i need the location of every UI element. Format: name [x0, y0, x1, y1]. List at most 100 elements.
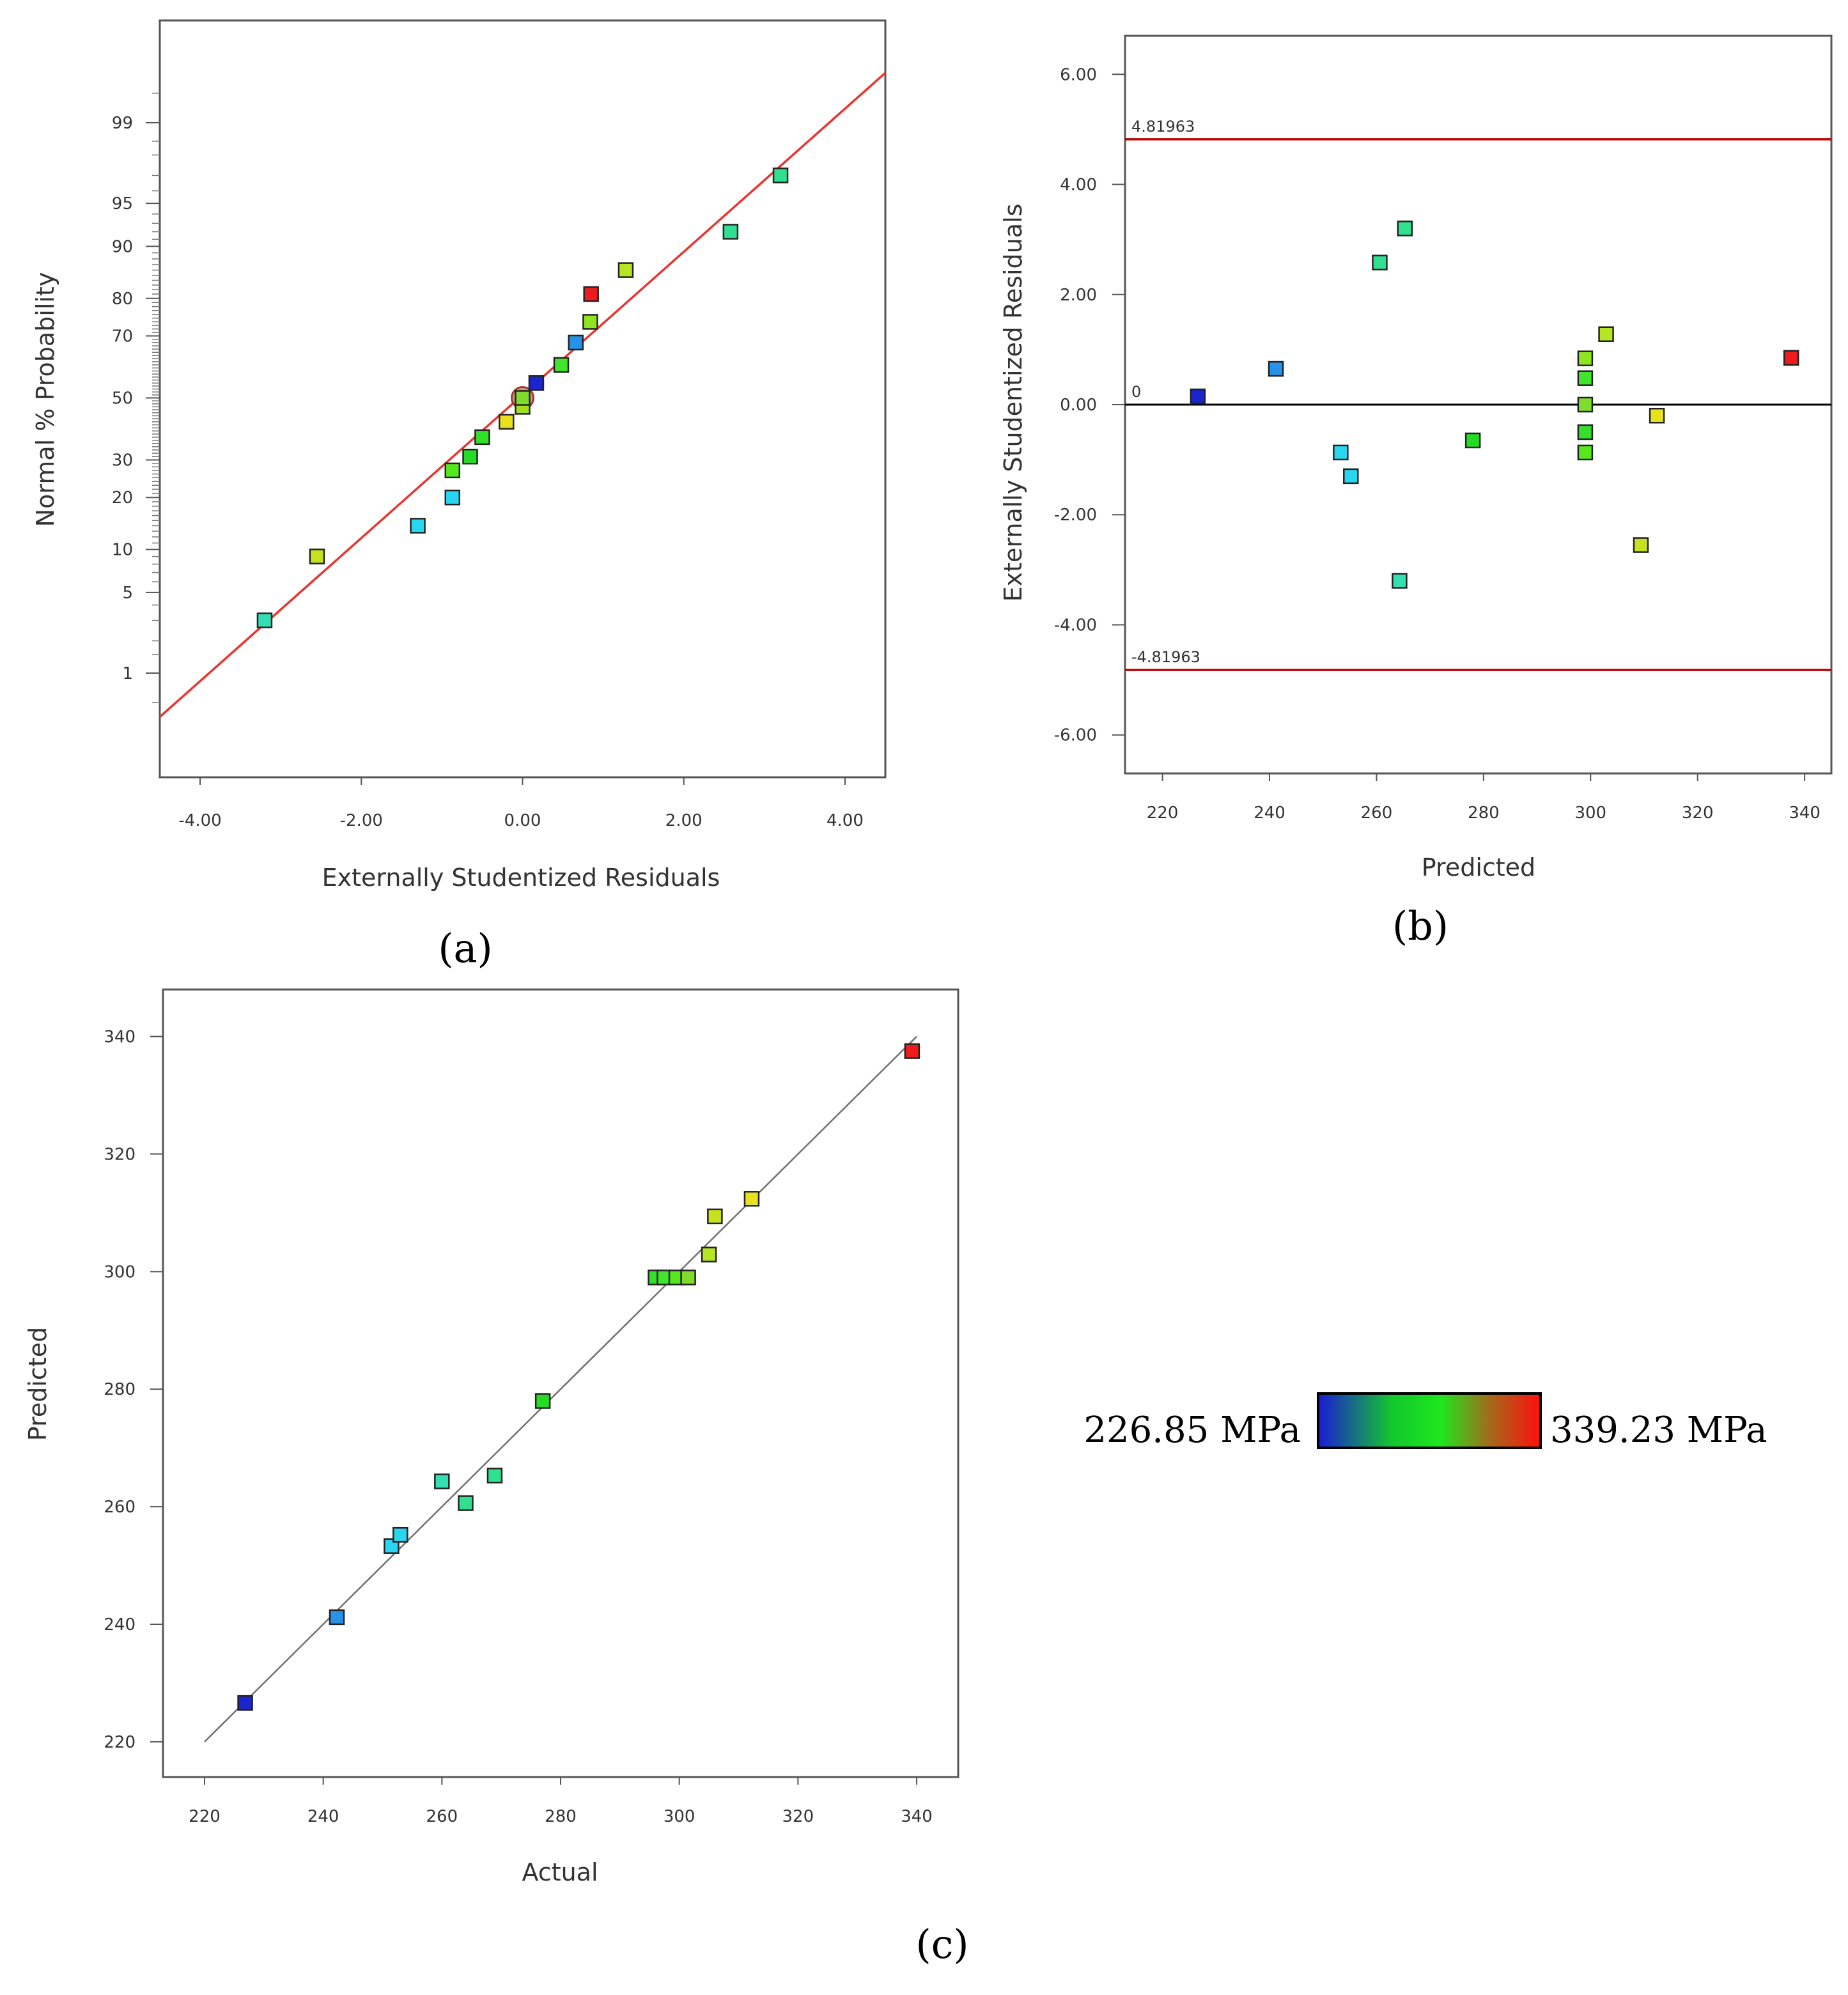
- panel-a-y-tick-label: 70: [112, 327, 133, 346]
- panel-a-x-tick-label: 2.00: [665, 811, 703, 830]
- panel-a-x-label: Externally Studentized Residuals: [322, 864, 720, 892]
- panel-a-y-tick-label: 20: [112, 488, 133, 508]
- panel-b-point: [1333, 444, 1349, 461]
- panel-b-residuals-vs-predicted: 220 240 260 280 300 320 340 -6.00 -4.00 -2.00 0.00…: [999, 35, 1833, 949]
- panel-c-point: [237, 1695, 253, 1711]
- panel-b-label: (b): [1392, 903, 1448, 949]
- panel-c-x-tick-label: 280: [545, 1807, 577, 1826]
- panel-a-y-tick-label: 99: [112, 114, 133, 133]
- panel-c-y-tick-label: 240: [104, 1615, 136, 1634]
- panel-a-normal-plot: -4.00 -2.00 0.00 2.00 4.00 1 5 10 20 30 50 70 80 90 95…: [31, 19, 887, 972]
- panel-c-y-tick-label: 340: [104, 1028, 136, 1047]
- panel-a-ticks: -4.00 -2.00 0.00 2.00 4.00 1 5 10 20 30 50 70 80 90 95…: [112, 114, 864, 830]
- panel-b-x-tick-label: 300: [1574, 803, 1606, 823]
- panel-b-point: [1464, 432, 1481, 449]
- panel-a-point: [410, 518, 426, 534]
- colorbar-max-label: 339.23 MPa: [1550, 1409, 1767, 1451]
- panel-b-point: [1190, 388, 1206, 405]
- panel-b-y-tick-label: 4.00: [1060, 176, 1097, 195]
- panel-c-x-tick-label: 240: [307, 1807, 339, 1826]
- panel-b-point: [1577, 350, 1594, 366]
- panel-b-y-tick-label: 6.00: [1060, 65, 1097, 84]
- panel-b-x-label: Predicted: [1422, 853, 1535, 881]
- panel-c-x-tick-label: 300: [664, 1807, 695, 1826]
- panel-b-point: [1577, 444, 1594, 461]
- panel-c-identity-line: [204, 1036, 917, 1743]
- panel-b-y-tick-label: -6.00: [1054, 726, 1097, 745]
- panel-b-point: [1268, 361, 1284, 377]
- panel-c-frame: [162, 988, 959, 1778]
- panel-a-label: (a): [438, 925, 492, 972]
- panel-b-point: [1783, 350, 1799, 366]
- panel-c-y-tick-label: 320: [104, 1145, 136, 1164]
- panel-a-y-tick-label: 95: [112, 194, 133, 213]
- panel-c-point: [534, 1393, 551, 1409]
- panel-a-x-tick-label: 4.00: [827, 811, 864, 830]
- panel-c-y-label: Predicted: [24, 1327, 52, 1441]
- panel-a-point: [722, 224, 739, 240]
- panel-c-x-tick-label: 320: [782, 1807, 814, 1826]
- panel-b-x-tick-label: 340: [1789, 803, 1821, 823]
- panel-c-point: [392, 1526, 408, 1543]
- panel-b-point: [1343, 468, 1359, 485]
- panel-b-y-label: Externally Studentized Residuals: [999, 204, 1027, 602]
- panel-c-point: [680, 1269, 696, 1285]
- panel-a-x-tick-label: 0.00: [504, 811, 541, 830]
- panel-b-point: [1577, 370, 1594, 386]
- panel-a-y-tick-label: 5: [122, 584, 133, 603]
- panel-c-point: [743, 1191, 760, 1207]
- panel-c-y-tick-label: 280: [104, 1380, 136, 1399]
- panel-a-points: [256, 167, 789, 628]
- panel-b-points: [1190, 221, 1799, 589]
- colorbar-min-label: 226.85 MPa: [1083, 1409, 1301, 1451]
- panel-a-y-tick-label: 30: [112, 451, 133, 470]
- panel-a-y-tick-label: 1: [122, 664, 133, 683]
- panel-c-y-tick-label: 260: [104, 1498, 136, 1517]
- panel-a-point: [617, 262, 634, 278]
- panel-a-point: [474, 429, 490, 446]
- panel-a-y-label: Normal % Probability: [31, 272, 59, 527]
- panel-c-x-tick-label: 220: [189, 1807, 221, 1826]
- panel-a-point: [462, 449, 478, 465]
- panel-c-label: (c): [915, 1921, 968, 1968]
- panel-c-point: [707, 1208, 723, 1225]
- panel-b-y-tick-label: -2.00: [1054, 506, 1097, 525]
- panel-b-ref-label: 0: [1131, 383, 1141, 401]
- panel-b-y-tick-label: 2.00: [1060, 286, 1097, 305]
- panel-c-x-label: Actual: [522, 1858, 598, 1886]
- panel-a-point: [309, 548, 325, 564]
- panel-b-y-tick-label: -4.00: [1054, 616, 1097, 635]
- panel-b-point: [1598, 326, 1614, 343]
- panel-a-point: [582, 314, 598, 330]
- panel-c-predicted-vs-actual: 220 240 260 280 300 320 340 220 240 260 280 300 320 3…: [24, 988, 969, 1968]
- panel-c-point: [458, 1495, 474, 1511]
- panel-b-point: [1577, 396, 1594, 413]
- panel-a-y-tick-label: 10: [112, 541, 133, 560]
- panel-a-point: [256, 612, 273, 628]
- panel-b-x-tick-label: 260: [1361, 803, 1393, 823]
- colorbar-legend: 226.85 MPa 339.23 MPa: [1083, 1392, 1767, 1451]
- panel-b-point: [1392, 573, 1408, 589]
- panel-c-x-tick-label: 340: [901, 1807, 933, 1826]
- panel-b-ref-label: -4.81963: [1131, 648, 1200, 666]
- panel-b-point: [1397, 221, 1413, 237]
- panel-c-x-tick-label: 260: [426, 1807, 458, 1826]
- panel-a-y-tick-label: 80: [112, 290, 133, 309]
- panel-b-x-tick-label: 220: [1147, 803, 1179, 823]
- panel-b-x-tick-label: 280: [1468, 803, 1500, 823]
- panel-b-x-tick-label: 240: [1254, 803, 1285, 823]
- panel-a-point: [568, 334, 584, 351]
- panel-c-points: [237, 1043, 920, 1711]
- panel-a-y-tick-label: 50: [112, 389, 133, 408]
- panel-c-point: [486, 1468, 503, 1484]
- panel-a-x-tick-label: -4.00: [178, 811, 221, 830]
- panel-b-point: [1649, 407, 1665, 424]
- panel-c-point: [329, 1609, 345, 1626]
- panel-a-point: [583, 286, 599, 302]
- panel-c-ticks: 220 240 260 280 300 320 340 220 240 260 280 300 320 3…: [104, 1028, 932, 1826]
- panel-b-ref-label: 4.81963: [1131, 118, 1195, 136]
- panel-c-point: [434, 1473, 450, 1489]
- panel-b-x-tick-label: 320: [1682, 803, 1714, 823]
- panel-c-point: [701, 1246, 717, 1262]
